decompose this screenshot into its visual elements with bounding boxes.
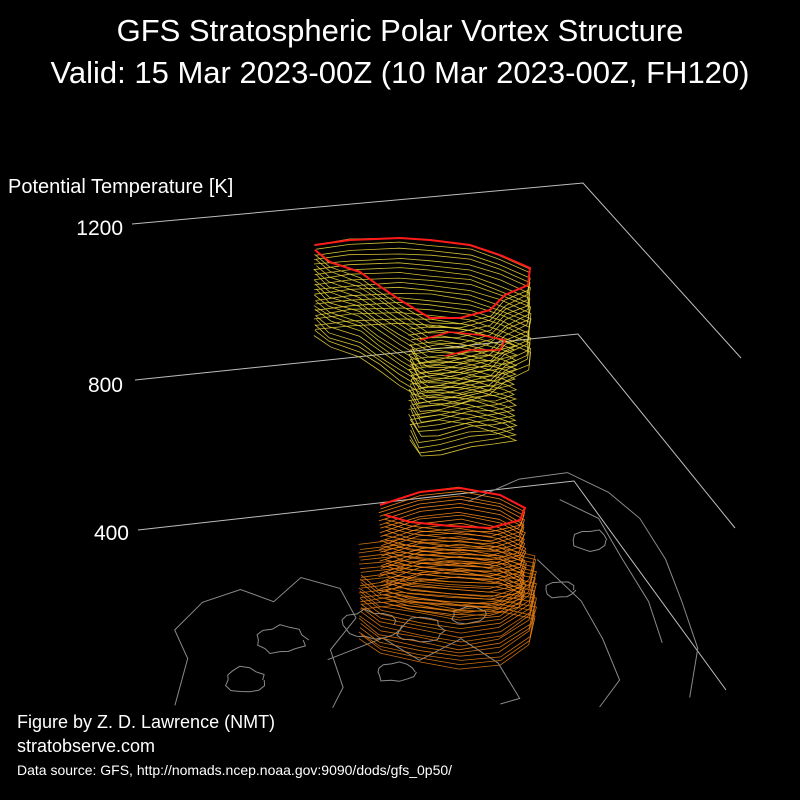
upper-vortex-column-contour [409, 398, 517, 437]
vortex-lower-isosurface [358, 486, 538, 670]
upper-vortex-mid-edge [419, 331, 507, 357]
upper-vortex-top-edge [314, 236, 532, 319]
coastline-ridge [559, 499, 663, 643]
island-3 [451, 605, 487, 625]
island-4 [256, 624, 310, 655]
upper-vortex-contour [314, 267, 531, 349]
upper-vortex-contour [313, 262, 531, 345]
chart-subtitle: Valid: 15 Mar 2023-00Z (10 Mar 2023-00Z,… [50, 55, 750, 90]
lower-vortex-skirt-contour [359, 578, 536, 647]
upper-vortex-contour [315, 247, 531, 329]
axis-box-line-0 [131, 182, 742, 359]
coastline-west [174, 576, 357, 709]
lower-vortex-skirt-contour [358, 551, 535, 618]
upper-vortex-column-contour [409, 354, 517, 392]
lower-vortex-contour [381, 567, 525, 609]
upper-vortex-column-contour [410, 389, 516, 428]
axis-box-line-2 [137, 480, 727, 691]
lower-vortex-contour [379, 514, 525, 557]
coastline-inner-east [536, 559, 621, 708]
z-tick-1200: 1200 [76, 217, 123, 240]
island-6 [545, 581, 577, 599]
lower-vortex-skirt-contour [358, 560, 536, 626]
vortex-upper-isosurface [313, 236, 532, 457]
upper-vortex-column-contour [408, 384, 517, 423]
z-tick-400: 400 [93, 522, 129, 545]
credit-author: Figure by Z. D. Lawrence (NMT) [17, 712, 276, 732]
upper-vortex-contour [314, 286, 532, 369]
z-axis-label: Potential Temperature [K] [8, 176, 234, 198]
basemap-coastlines [174, 472, 699, 709]
lower-vortex-skirt-contour [359, 591, 538, 657]
lower-vortex-skirt-contour [360, 567, 537, 634]
upper-vortex-contour [313, 258, 531, 339]
island-8 [224, 665, 266, 693]
lower-vortex-contour [379, 506, 525, 550]
lower-vortex-contour [378, 570, 526, 612]
lower-vortex-contour [379, 556, 525, 598]
lower-vortex-contour [380, 551, 525, 593]
coastline-east [467, 472, 699, 698]
upper-vortex-contour [313, 272, 530, 355]
lower-vortex-skirt-contour [358, 587, 536, 654]
upper-vortex-contour [314, 241, 530, 325]
upper-vortex-column-contour [408, 403, 518, 443]
axis-box-line-1 [134, 333, 736, 529]
lower-vortex-top-edge [379, 486, 527, 530]
upper-vortex-column-contour [408, 395, 516, 432]
data-source: Data source: GFS, http://nomads.ncep.noa… [17, 762, 453, 778]
lower-vortex-skirt-contour [358, 547, 535, 614]
lower-vortex-contour [379, 576, 525, 616]
island-7 [572, 529, 608, 553]
upper-vortex-column-contour [409, 360, 516, 397]
lower-vortex-contour [381, 528, 527, 568]
chart-title: GFS Stratospheric Polar Vortex Structure [116, 13, 684, 48]
upper-vortex-column-contour [410, 410, 515, 449]
lower-vortex-skirt-contour [359, 555, 537, 621]
lower-vortex-skirt-contour [358, 604, 535, 670]
lower-vortex-contour [379, 498, 525, 542]
credit-website: stratobserve.com [17, 736, 156, 756]
upper-vortex-column-contour [410, 373, 515, 412]
upper-vortex-column-contour [409, 419, 518, 457]
lower-vortex-contour [379, 543, 528, 584]
upper-vortex-column-contour [409, 325, 518, 364]
axis-box-lines [131, 182, 742, 691]
lower-vortex-contour [378, 495, 525, 537]
upper-vortex-column-contour [410, 343, 518, 382]
upper-vortex-contour [315, 307, 532, 388]
lower-vortex-skirt-contour [359, 564, 536, 630]
island-5 [377, 661, 417, 682]
island-1 [341, 608, 403, 640]
lower-vortex-skirt-contour [358, 538, 536, 606]
upper-vortex-column-contour [409, 414, 518, 454]
island-2 [396, 616, 447, 643]
z-tick-800: 800 [87, 374, 123, 397]
